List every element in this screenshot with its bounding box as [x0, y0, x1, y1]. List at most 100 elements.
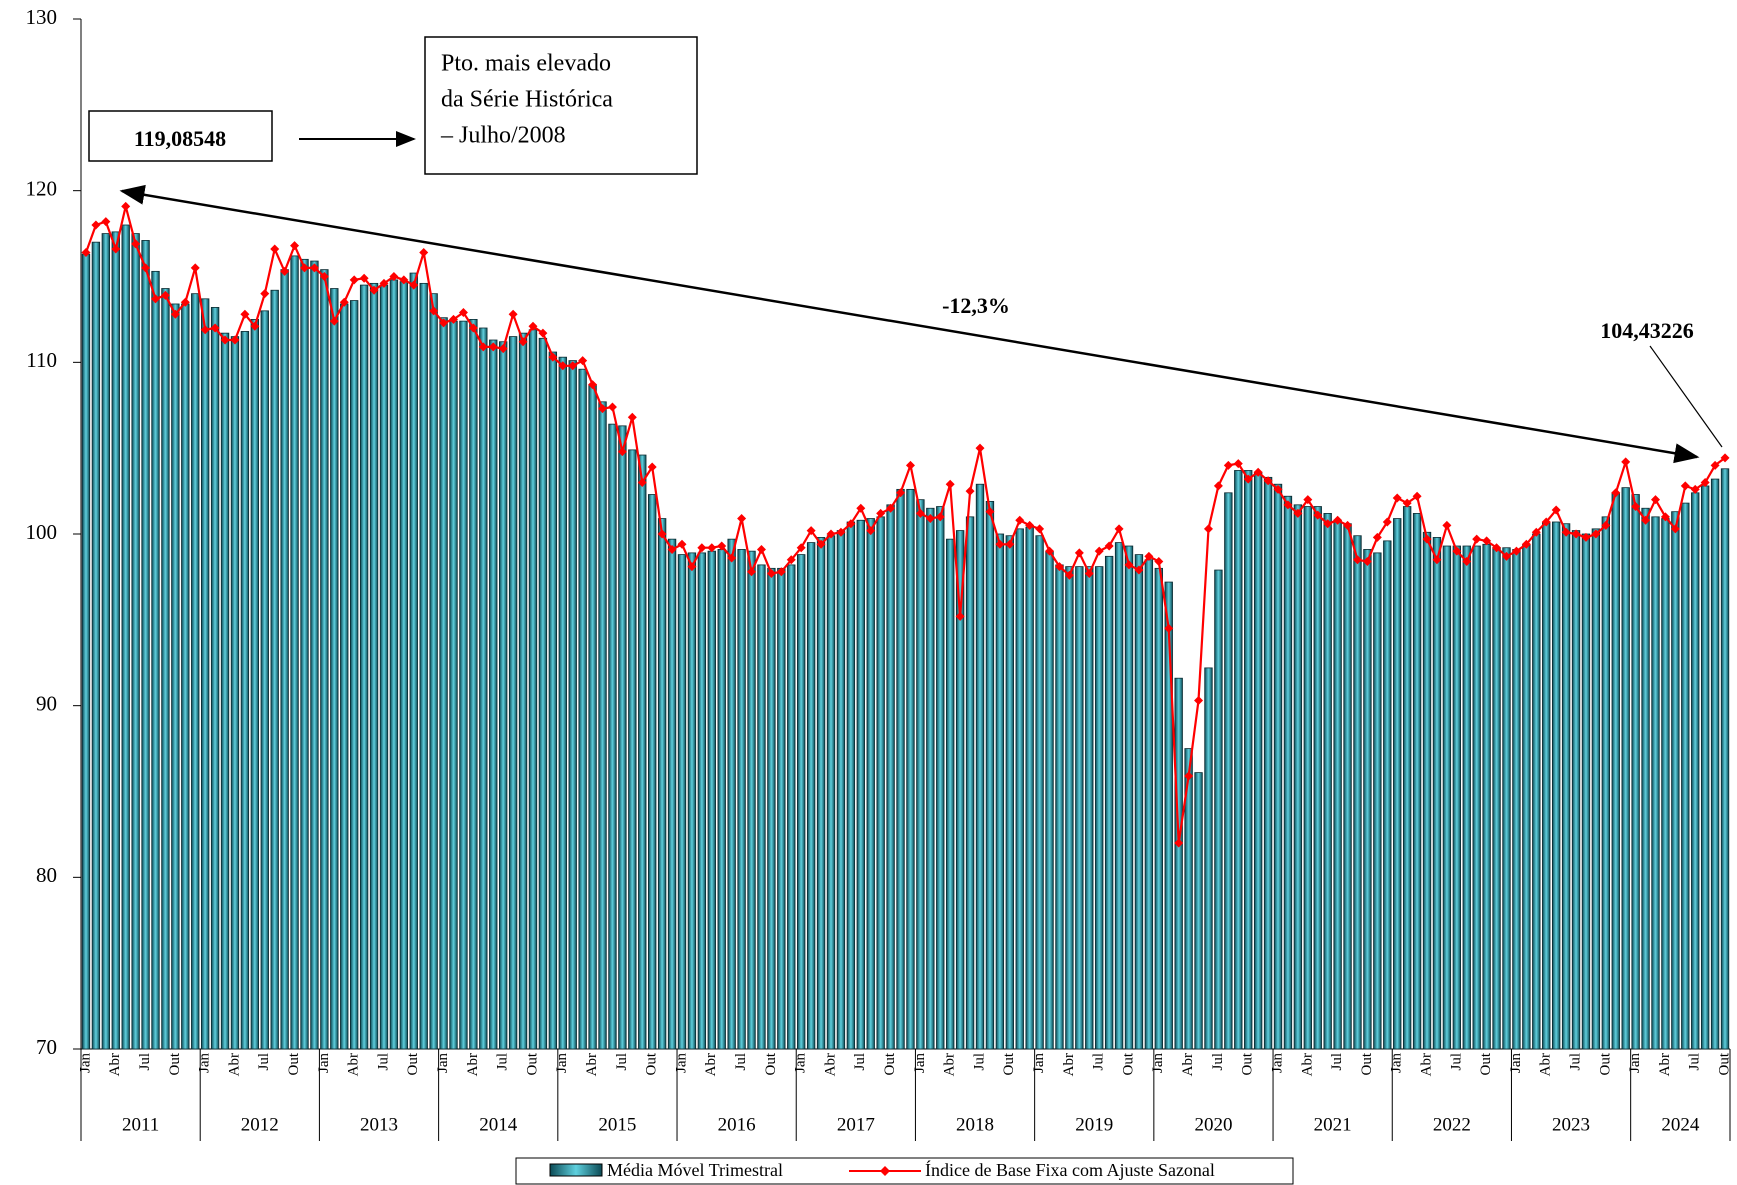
- x-tick-label: Jan: [197, 1053, 213, 1073]
- bar: [1263, 476, 1273, 1050]
- point: [637, 478, 647, 487]
- bar: [260, 310, 269, 1050]
- point: [756, 544, 766, 554]
- point: [1114, 524, 1124, 534]
- x-tick-label: Abr: [1180, 1053, 1196, 1076]
- bar: [389, 279, 399, 1050]
- bar: [1442, 545, 1452, 1050]
- bar: [727, 538, 736, 1050]
- point: [975, 443, 985, 453]
- bar: [1104, 555, 1114, 1050]
- x-tick-label: Out: [1478, 1052, 1494, 1075]
- bar: [975, 483, 985, 1050]
- point: [1035, 524, 1045, 534]
- annotations: 119,08548 Pto. mais elevado da Série His…: [88, 36, 1723, 464]
- point: [1194, 696, 1204, 706]
- bar: [568, 360, 577, 1050]
- bar: [1353, 535, 1362, 1050]
- point: [647, 462, 657, 472]
- x-tick-label: Out: [1716, 1052, 1732, 1075]
- bar: [379, 284, 389, 1050]
- bar: [1482, 543, 1491, 1050]
- point: [1591, 529, 1601, 539]
- y-tick-label: 120: [26, 176, 58, 200]
- bar: [469, 319, 478, 1050]
- point: [1720, 453, 1730, 463]
- x-tick-label: Out: [882, 1052, 898, 1075]
- point: [687, 562, 697, 572]
- bar: [1283, 495, 1293, 1050]
- bar: [1651, 516, 1660, 1050]
- point: [1432, 555, 1442, 565]
- point: [915, 508, 925, 518]
- point: [578, 356, 588, 366]
- x-tick-label: Out: [763, 1052, 779, 1075]
- bar: [747, 550, 756, 1050]
- x-tick-label: Jul: [1687, 1053, 1703, 1071]
- bar: [101, 233, 111, 1050]
- point: [607, 402, 617, 412]
- x-tick-label: Jul: [1567, 1053, 1583, 1071]
- year-label: 2018: [956, 1114, 994, 1135]
- point: [806, 526, 816, 536]
- point: [1660, 512, 1670, 522]
- point: [1472, 534, 1482, 544]
- bar: [1095, 566, 1104, 1050]
- bar: [1075, 566, 1084, 1050]
- bar: [1720, 468, 1730, 1050]
- point: [508, 309, 518, 319]
- bar: [320, 269, 329, 1050]
- point: [1333, 515, 1343, 525]
- bar: [896, 488, 905, 1050]
- bar: [1244, 470, 1253, 1050]
- x-tick-label: Jan: [912, 1053, 928, 1073]
- bar: [1492, 547, 1501, 1050]
- point: [1382, 517, 1392, 527]
- point: [1680, 481, 1690, 491]
- bar: [91, 241, 101, 1050]
- x-tick-label: Jan: [77, 1053, 93, 1073]
- point: [1402, 498, 1412, 508]
- bar: [816, 537, 826, 1050]
- year-label: 2022: [1433, 1114, 1471, 1135]
- bar: [200, 298, 210, 1050]
- point: [1482, 536, 1492, 546]
- bar: [846, 521, 856, 1050]
- bar: [985, 500, 995, 1050]
- peak-note: da Série Histórica: [441, 87, 613, 113]
- bar: [677, 554, 687, 1050]
- bar: [1045, 550, 1054, 1050]
- bar: [1184, 748, 1193, 1050]
- bar: [628, 449, 637, 1050]
- x-tick-label: Abr: [703, 1053, 719, 1076]
- x-tick-label: Jan: [1627, 1053, 1643, 1073]
- bar: [121, 224, 130, 1050]
- bar: [1134, 554, 1144, 1050]
- change-arrow: [119, 184, 1700, 464]
- bar: [191, 293, 200, 1050]
- bar: [538, 337, 548, 1050]
- point: [905, 460, 915, 470]
- year-label: 2024: [1661, 1114, 1700, 1135]
- x-tick-label: Abr: [1418, 1053, 1434, 1076]
- bar: [806, 542, 816, 1050]
- point: [667, 544, 677, 554]
- bar: [1542, 521, 1551, 1050]
- bar: [330, 288, 339, 1050]
- x-tick-label: Jul: [495, 1053, 511, 1071]
- x-tick-label: Out: [167, 1052, 183, 1075]
- point: [786, 555, 796, 565]
- bar: [1681, 502, 1690, 1050]
- bar: [936, 506, 945, 1050]
- bar: [1204, 667, 1213, 1050]
- x-tick-label: Out: [286, 1052, 302, 1075]
- legend-label: Índice de Base Fixa com Ajuste Sazonal: [925, 1159, 1215, 1180]
- bar: [1601, 516, 1611, 1050]
- point: [945, 479, 955, 489]
- legend: Média Móvel Trimestral Índice de Base Fix…: [515, 1157, 1294, 1185]
- x-tick-label: Abr: [226, 1053, 242, 1076]
- bar: [648, 494, 657, 1050]
- x-tick-label: Out: [1597, 1052, 1613, 1075]
- point: [290, 241, 300, 251]
- legend-label: Média Móvel Trimestral: [607, 1160, 783, 1180]
